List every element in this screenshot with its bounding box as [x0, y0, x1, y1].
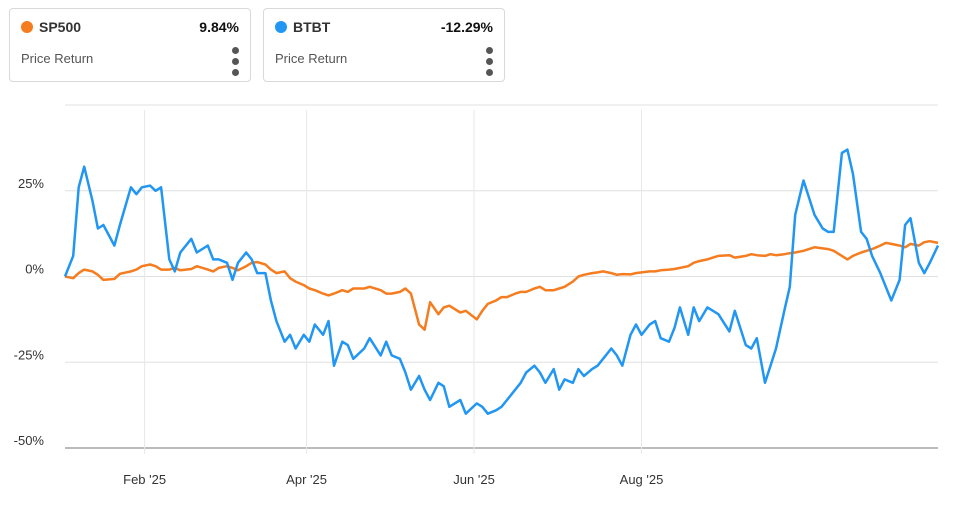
sp500-more-options-icon[interactable]	[232, 47, 240, 76]
btbt-color-dot	[275, 21, 287, 33]
legend-card-btbt-header: BTBT	[275, 19, 330, 35]
y-tick-label: 0%	[25, 262, 44, 277]
sp500-ticker: SP500	[39, 19, 82, 35]
btbt-more-options-icon[interactable]	[486, 47, 494, 76]
btbt-subtitle: Price Return	[275, 51, 348, 66]
y-tick-label: -50%	[14, 433, 45, 448]
sp500-return-value: 9.84%	[199, 19, 239, 35]
y-tick-label: 25%	[18, 176, 44, 191]
x-tick-label: Feb '25	[123, 472, 166, 487]
btbt-ticker: BTBT	[293, 19, 331, 35]
x-axis: Feb '25 Apr '25 Jun '25 Aug '25	[123, 472, 663, 487]
sp500-color-dot	[21, 21, 33, 33]
y-axis: 25% 0% -25% -50%	[14, 176, 45, 448]
x-tick-label: Aug '25	[620, 472, 664, 487]
btbt-return-value: -12.29%	[440, 19, 493, 35]
legend-card-sp500[interactable]: SP500 9.84% Price Return	[9, 8, 251, 82]
y-tick-label: -25%	[14, 347, 45, 362]
legend-card-btbt[interactable]: BTBT -12.29% Price Return	[263, 8, 505, 82]
legend-card-sp500-header: SP500	[21, 19, 81, 35]
chart-series	[63, 148, 940, 415]
chart-gridlines	[65, 104, 938, 454]
sp500-subtitle: Price Return	[21, 51, 94, 66]
series-line-btbt[interactable]	[63, 148, 940, 415]
x-tick-label: Jun '25	[453, 472, 495, 487]
x-tick-label: Apr '25	[286, 472, 327, 487]
series-line-sp500[interactable]	[64, 239, 939, 331]
